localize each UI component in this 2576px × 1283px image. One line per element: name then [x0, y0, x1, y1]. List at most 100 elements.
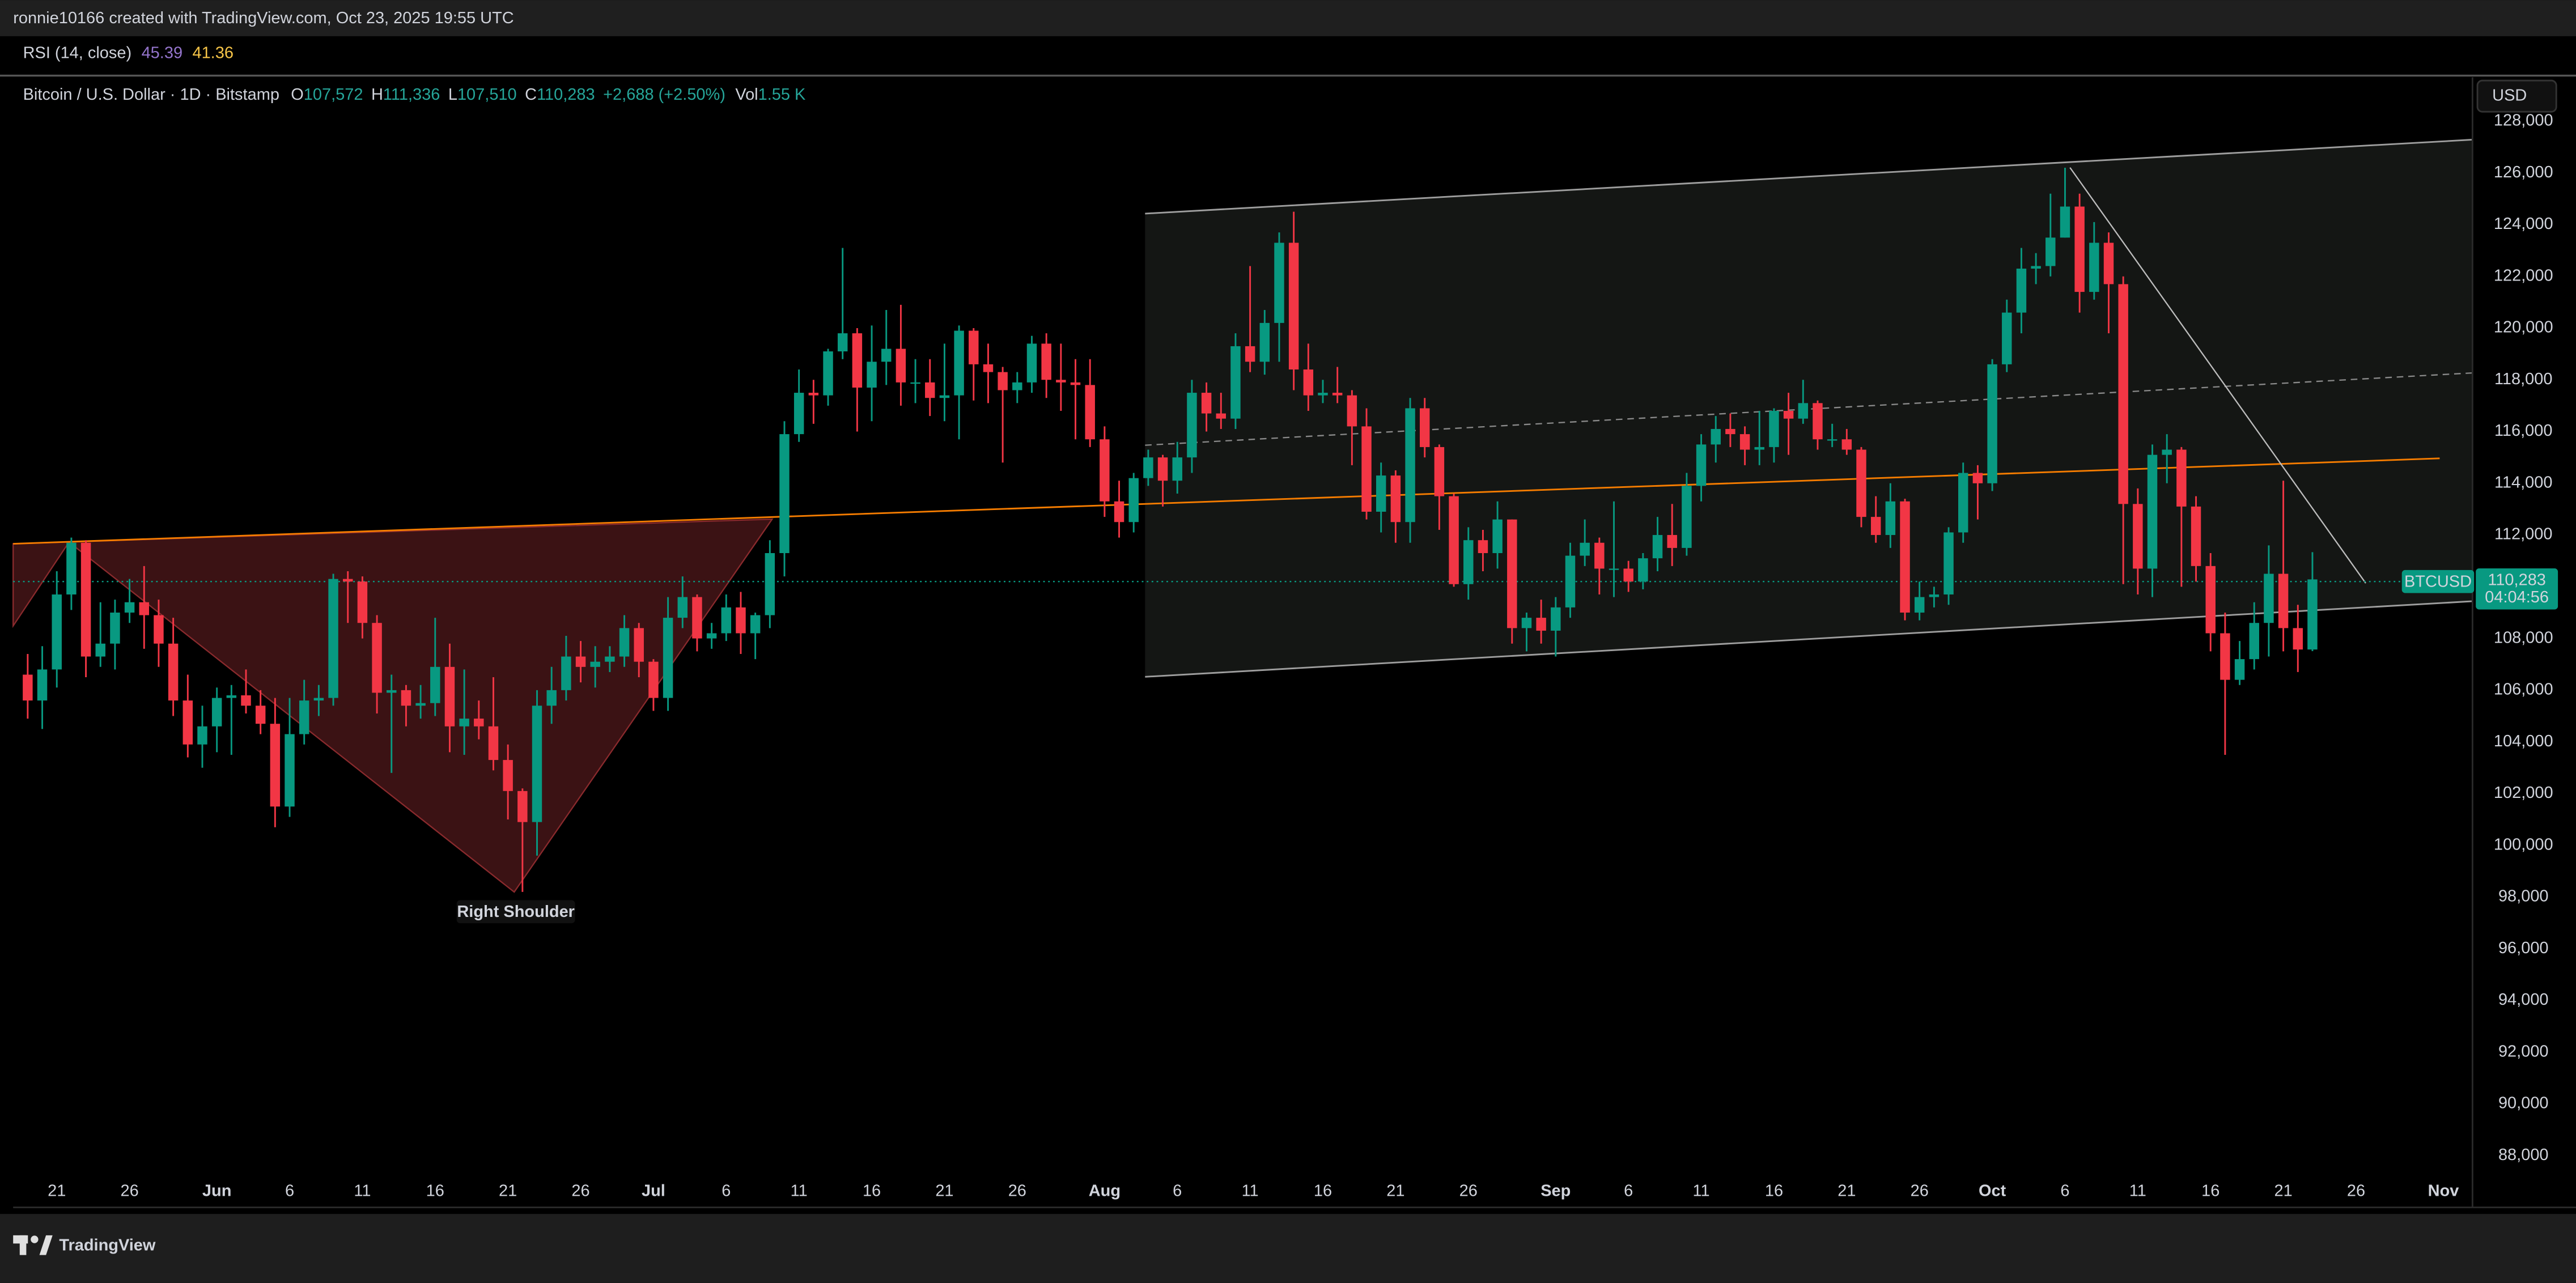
candle-body — [2264, 573, 2274, 623]
candle-body — [808, 393, 819, 396]
candle-body — [1623, 568, 1633, 582]
currency[interactable]: USD — [2492, 86, 2527, 104]
candle-body — [1390, 475, 1401, 522]
candle-body — [430, 666, 440, 703]
candle-body — [2031, 266, 2041, 269]
x-tick-label: 6 — [2060, 1182, 2069, 1200]
y-tick-label: 104,000 — [2494, 732, 2553, 750]
candle-body — [1274, 243, 1284, 323]
candle-body — [2278, 573, 2289, 628]
channel-line — [1145, 139, 2473, 215]
candle-body — [313, 698, 324, 701]
candle-body — [2002, 312, 2012, 364]
y-tick-label: 120,000 — [2494, 318, 2553, 337]
pattern-fill — [12, 518, 774, 893]
candle-body — [1609, 568, 1619, 570]
candle-body — [1783, 411, 1794, 419]
y-tick-label: 118,000 — [2494, 370, 2553, 388]
candle-body — [285, 734, 295, 807]
candle-body — [1536, 618, 1546, 631]
y-tick-label: 128,000 — [2494, 112, 2553, 130]
legend-value: 107,510 — [457, 86, 517, 104]
candle-body — [2045, 237, 2056, 266]
candle-body — [619, 628, 630, 657]
candle-body — [1739, 434, 1750, 450]
candle-body — [1288, 243, 1299, 370]
candle-body — [692, 597, 702, 639]
x-tick-label: 6 — [1173, 1182, 1182, 1200]
candle-body — [1900, 501, 1910, 613]
candle-body — [1929, 594, 1940, 597]
candle-body — [867, 362, 877, 388]
x-axis: 21 26 Jun 6 11 16 21 26 Jul 6 11 16 21 26 Aug 6 11 16 21 26… — [48, 1182, 2459, 1200]
x-tick-label: 11 — [1693, 1182, 1710, 1200]
candle-body — [1172, 457, 1182, 481]
x-tick-label: Oct — [1979, 1182, 2006, 1200]
x-tick-label: 6 — [1624, 1182, 1633, 1200]
candle-body — [1696, 444, 1707, 486]
price-tag — [2476, 568, 2558, 610]
candle-body — [444, 666, 455, 727]
candle-body — [1085, 385, 1095, 440]
x-tick-label: 26 — [1008, 1182, 1026, 1200]
candle-body — [1187, 393, 1197, 458]
candle-body — [2089, 243, 2099, 292]
candle-body — [1405, 408, 1415, 522]
y-tick-label: 124,000 — [2494, 215, 2553, 233]
symbol-tag — [2401, 570, 2475, 593]
x-tick-label: 21 — [2274, 1182, 2292, 1200]
x-tick-label: 11 — [2129, 1182, 2146, 1200]
y-tick-label: 98,000 — [2498, 887, 2549, 906]
x-tick-label: 16 — [1765, 1182, 1783, 1200]
candle-body — [357, 581, 368, 623]
candle-body — [1332, 393, 1343, 396]
candle-body — [605, 656, 615, 662]
candle-body — [2103, 243, 2114, 284]
x-tick-label: 26 — [1459, 1182, 1478, 1200]
legend-label: H — [371, 86, 383, 104]
candle-body — [168, 643, 179, 701]
candle-body — [255, 706, 266, 724]
candle-body — [896, 349, 906, 383]
candle-body — [1056, 380, 1066, 383]
candle-body — [1492, 519, 1503, 554]
candle-body — [2162, 449, 2172, 455]
currency-box[interactable] — [2476, 79, 2557, 113]
candle-body — [765, 553, 775, 615]
candle-body — [343, 579, 353, 582]
candle-body — [1769, 411, 1779, 447]
candle-body — [517, 791, 528, 822]
candle-body — [387, 690, 397, 693]
candle-body — [2307, 579, 2318, 650]
candle-body — [1754, 447, 1765, 450]
candle-body — [154, 615, 164, 644]
candle-body — [663, 618, 673, 698]
candle-body — [969, 330, 979, 364]
candle-body — [415, 703, 426, 706]
candle-body — [1711, 428, 1721, 445]
y-tick-label: 90,000 — [2498, 1094, 2549, 1112]
candle-body — [372, 623, 382, 693]
candle-body — [1143, 457, 1153, 478]
indicator-value: 41.36 — [192, 44, 234, 62]
symbol-tag-text: BTCUSD — [2404, 572, 2472, 590]
x-tick-label: 21 — [499, 1182, 517, 1200]
x-tick-label: 11 — [354, 1182, 371, 1200]
y-tick-label: 126,000 — [2494, 163, 2553, 181]
y-tick-label: 96,000 — [2498, 939, 2549, 957]
candle-body — [183, 700, 193, 745]
candle-body — [1638, 558, 1648, 582]
candle-body — [299, 700, 309, 734]
candle-body — [1565, 555, 1576, 607]
countdown: 04:04:56 — [2485, 588, 2549, 606]
credit: ronnie10166 created with TradingView.com… — [13, 9, 514, 27]
candle-body — [1041, 343, 1051, 380]
candle-body — [401, 690, 411, 706]
x-tick-label: Nov — [2428, 1182, 2459, 1200]
candle-body — [561, 656, 571, 690]
x-tick-label: 21 — [48, 1182, 66, 1200]
candle-body — [1521, 618, 1532, 628]
channel-line — [1145, 600, 2473, 678]
candle-body — [1259, 322, 1270, 362]
neckline — [13, 457, 2440, 545]
